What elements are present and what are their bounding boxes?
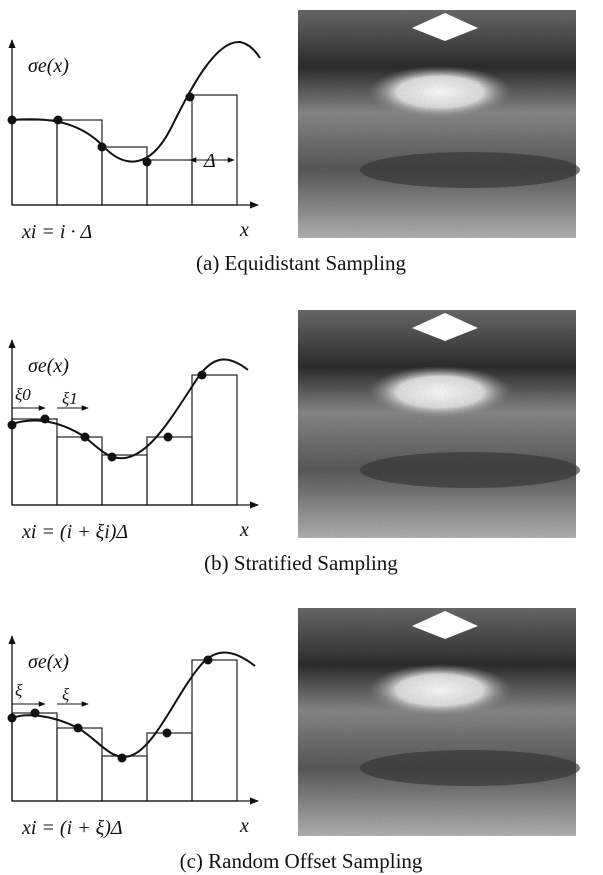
curve xyxy=(11,40,261,163)
sample-point xyxy=(185,92,195,102)
annotation: ξ xyxy=(62,685,70,704)
annotation: Δ xyxy=(203,150,216,172)
light-source xyxy=(412,13,478,41)
sample-point xyxy=(7,713,17,723)
x-label: x xyxy=(239,519,249,541)
sample-point xyxy=(7,115,17,125)
sample-point xyxy=(80,432,90,442)
sample-box xyxy=(56,727,103,802)
sample-box xyxy=(101,454,148,506)
sample-point xyxy=(40,414,50,424)
dark-band xyxy=(360,750,580,786)
curve xyxy=(11,358,249,460)
x-label: x xyxy=(239,815,249,837)
rendered-image xyxy=(298,608,580,836)
image-bg xyxy=(298,310,576,538)
glow xyxy=(368,366,512,418)
sample-point xyxy=(163,432,173,442)
light-source xyxy=(412,313,478,341)
annotation: ξ0 xyxy=(15,385,31,404)
curve xyxy=(11,651,256,758)
glow xyxy=(368,664,512,716)
sample-box xyxy=(11,712,58,802)
sample-box xyxy=(56,119,103,206)
sample-point xyxy=(162,728,172,738)
sample-box xyxy=(11,119,58,206)
axis-label: σe(x) xyxy=(28,651,69,673)
rendered-image xyxy=(298,310,580,538)
annotation: ξ xyxy=(15,681,23,700)
sample-point xyxy=(97,142,107,152)
annotation: ξ1 xyxy=(62,389,78,408)
sample-point xyxy=(197,370,207,380)
sample-point xyxy=(107,452,117,462)
caption: (a) Equidistant Sampling xyxy=(196,251,406,275)
sample-box xyxy=(191,374,238,506)
sample-box xyxy=(101,755,148,802)
dark-band xyxy=(360,452,580,488)
glow xyxy=(368,66,512,118)
sample-point xyxy=(142,157,152,167)
panel: σe(x) xi = i · Δ x Δ (a) Equidistant Samplin… xyxy=(7,10,580,275)
sample-point xyxy=(7,420,17,430)
sample-point xyxy=(30,708,40,718)
formula: xi = (i + ξi)Δ xyxy=(21,521,128,543)
sample-point xyxy=(53,115,63,125)
sample-box xyxy=(146,436,193,506)
image-bg xyxy=(298,608,576,836)
caption: (c) Random Offset Sampling xyxy=(180,849,423,873)
sample-box xyxy=(146,732,193,802)
sample-box xyxy=(101,146,148,206)
dark-band xyxy=(360,152,580,188)
formula: xi = (i + ξ)Δ xyxy=(21,817,123,839)
sample-point xyxy=(203,655,213,665)
panel: σe(x) xi = (i + ξ)Δ x ξ ξ (c) Random Offset S… xyxy=(7,608,580,873)
caption: (b) Stratified Sampling xyxy=(204,551,398,575)
sample-point xyxy=(117,753,127,763)
sample-box xyxy=(191,659,238,802)
sample-point xyxy=(73,723,83,733)
panel: σe(x) xi = (i + ξi)Δ x ξ0 ξ1 (b) Stratified S… xyxy=(7,310,580,575)
x-label: x xyxy=(239,219,249,241)
sample-box xyxy=(146,159,193,206)
rendered-image xyxy=(298,10,580,238)
formula: xi = i · Δ xyxy=(21,221,92,243)
image-bg xyxy=(298,10,576,238)
axis-label: σe(x) xyxy=(28,355,69,377)
axis-label: σe(x) xyxy=(28,55,69,77)
sample-box xyxy=(11,418,58,506)
light-source xyxy=(412,611,478,639)
sample-box xyxy=(56,436,103,506)
